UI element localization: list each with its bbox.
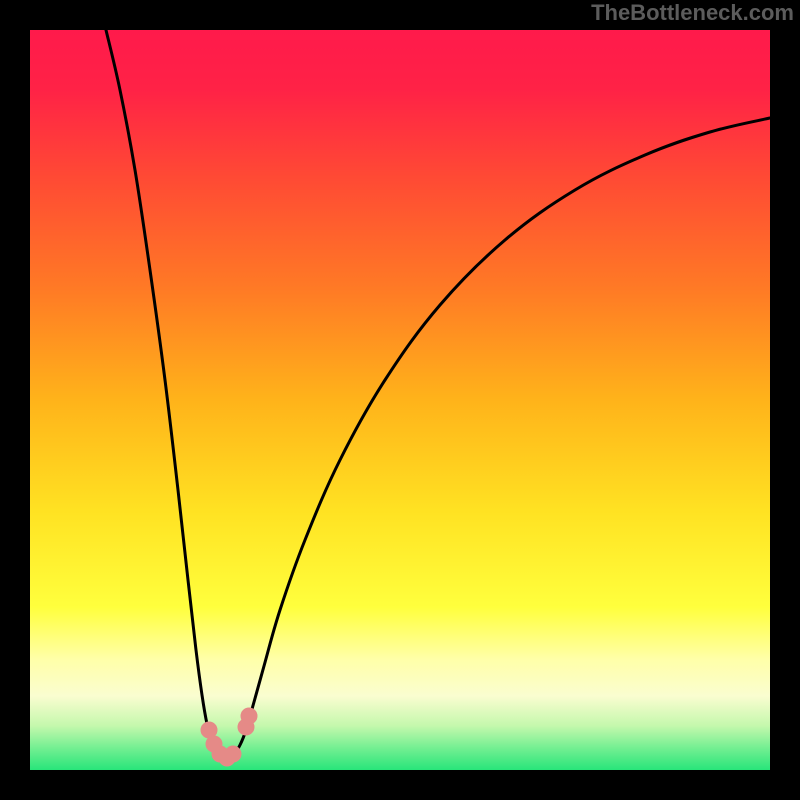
- plot-area: [30, 30, 770, 770]
- watermark-text: TheBottleneck.com: [591, 0, 794, 26]
- data-marker: [241, 708, 257, 724]
- data-marker: [225, 746, 241, 762]
- bottleneck-curve: [30, 30, 770, 770]
- chart-frame: TheBottleneck.com: [0, 0, 800, 800]
- data-markers: [201, 708, 257, 766]
